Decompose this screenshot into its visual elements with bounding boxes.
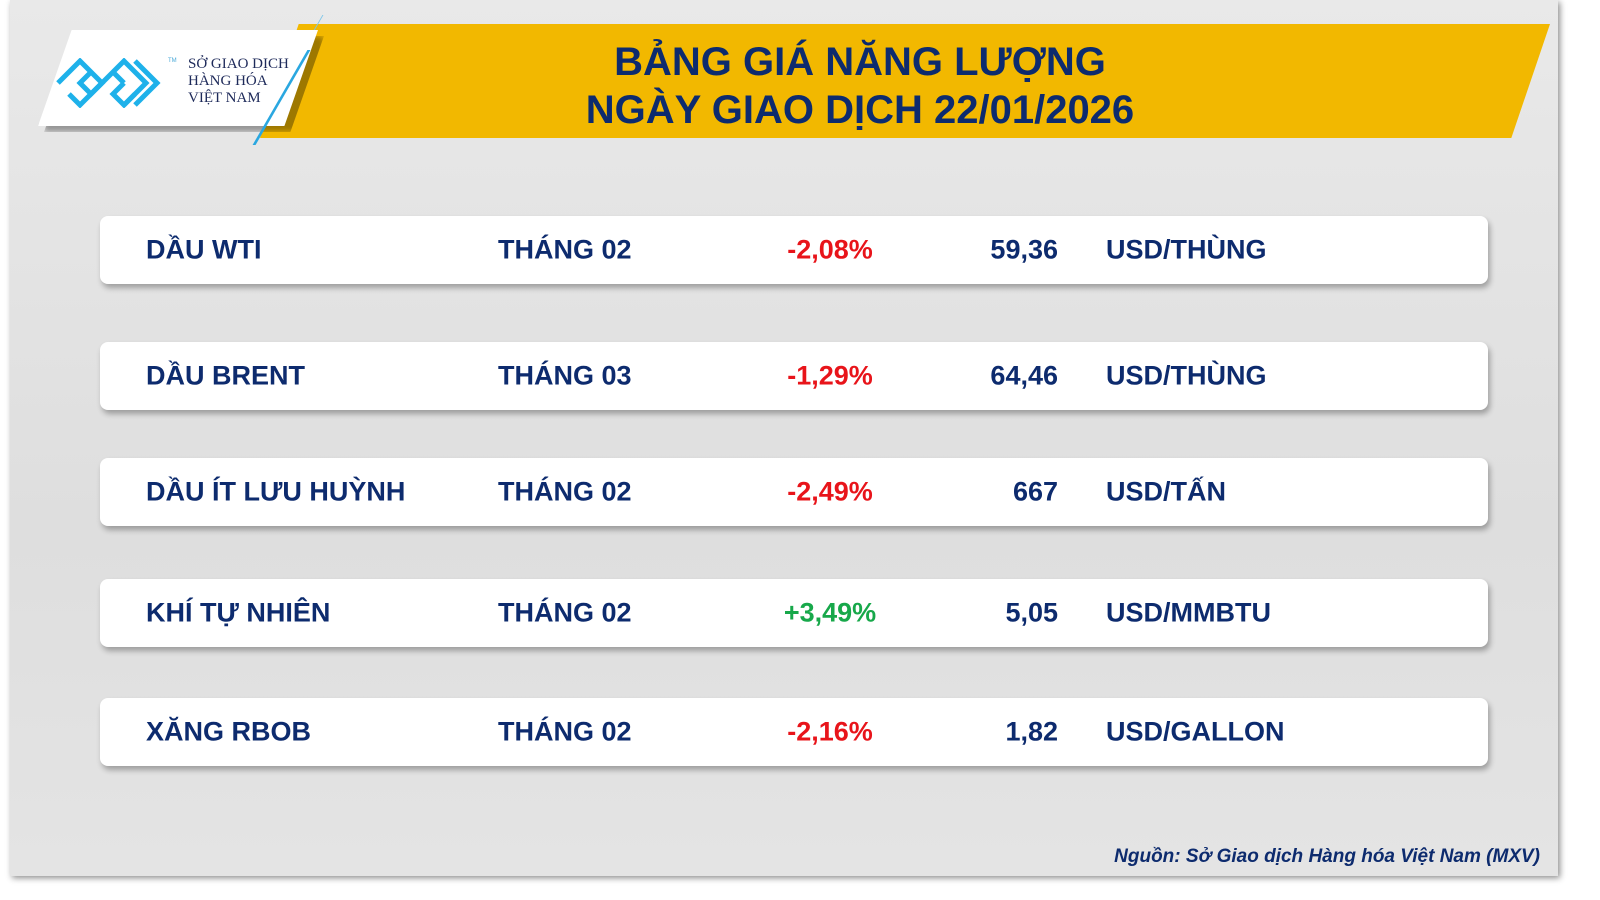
title-line-1: BẢNG GIÁ NĂNG LƯỢNG [614,40,1106,84]
unit: USD/THÙNG [1106,360,1267,391]
price: 64,46 [990,360,1058,391]
price-row: KHÍ TỰ NHIÊN THÁNG 02 +3,49% 5,05 USD/MM… [100,579,1488,647]
page-title: BẢNG GIÁ NĂNG LƯỢNG NGÀY GIAO DỊCH 22/01… [310,38,1410,134]
unit: USD/THÙNG [1106,234,1267,265]
contract-month: THÁNG 02 [498,597,632,628]
logo-line: SỞ GIAO DỊCH [188,56,289,72]
slide: TM SỞ GIAO DỊCH HÀNG HÓA VIỆT NAM BẢNG G… [10,0,1558,876]
logo-text: SỞ GIAO DỊCH HÀNG HÓA VIỆT NAM [188,56,289,107]
change-percent: +3,49% [783,597,877,628]
commodity-name: XĂNG RBOB [146,716,312,747]
price-row: DẦU ÍT LƯU HUỲNH THÁNG 02 -2,49% 667 USD… [100,458,1488,526]
title-banner [260,24,1550,138]
unit: USD/TẤN [1106,476,1226,507]
commodity-name: KHÍ TỰ NHIÊN [146,597,331,628]
price: 5,05 [1005,597,1058,628]
contract-month: THÁNG 02 [498,476,632,507]
trademark: TM [168,58,177,64]
change-percent: -2,16% [787,716,873,747]
price: 1,82 [1005,716,1058,747]
change-percent: -2,49% [787,476,873,507]
price-row: DẦU WTI THÁNG 02 -2,08% 59,36 USD/THÙNG [100,216,1488,284]
commodity-name: DẦU WTI [146,234,262,265]
price-row: XĂNG RBOB THÁNG 02 -2,16% 1,82 USD/GALLO… [100,698,1488,766]
commodity-name: DẦU BRENT [146,360,305,391]
price: 667 [1012,476,1058,507]
unit: USD/GALLON [1106,716,1285,747]
logo-line: HÀNG HÓA [188,73,268,89]
title-line-2: NGÀY GIAO DỊCH 22/01/2026 [585,88,1135,132]
contract-month: THÁNG 02 [498,234,632,265]
contract-month: THÁNG 02 [498,716,632,747]
logo-line: VIỆT NAM [188,90,261,106]
change-percent: -2,08% [787,234,873,265]
source-note: Nguồn: Sở Giao dịch Hàng hóa Việt Nam (M… [1114,846,1540,867]
price: 59,36 [990,234,1058,265]
contract-month: THÁNG 03 [498,360,632,391]
change-percent: -1,29% [787,360,873,391]
mxv-logo-icon [56,58,161,108]
price-row: DẦU BRENT THÁNG 03 -1,29% 64,46 USD/THÙN… [100,342,1488,410]
commodity-name: DẦU ÍT LƯU HUỲNH [146,476,406,507]
unit: USD/MMBTU [1106,597,1271,628]
